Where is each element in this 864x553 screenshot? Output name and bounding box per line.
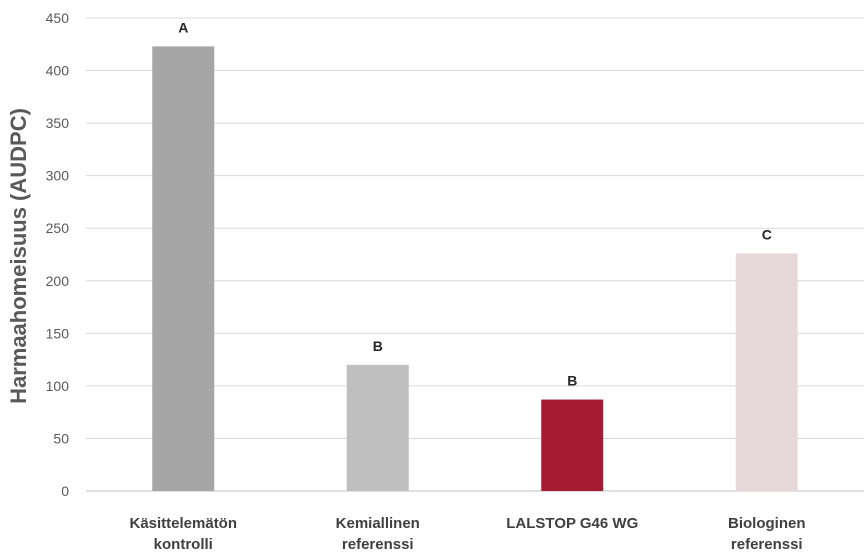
- category-label: Käsittelemätön kontrolli: [129, 515, 237, 553]
- y-axis-label: Harmaahomeisuus (AUDPC): [6, 108, 31, 404]
- data-labels: A B B C: [178, 19, 772, 388]
- y-tick-label: 300: [46, 168, 70, 184]
- data-label: C: [762, 226, 772, 242]
- data-label: B: [373, 338, 383, 354]
- y-tick-label: 0: [61, 483, 69, 499]
- gridlines: [86, 17, 864, 492]
- y-tick-label: 250: [46, 220, 70, 236]
- y-tick-label: 400: [46, 63, 70, 79]
- bar: [346, 364, 409, 491]
- y-tick-label: 450: [46, 10, 70, 26]
- category-label: Biologinen referenssi: [728, 515, 806, 553]
- bar: [735, 253, 798, 491]
- y-tick-label: 150: [46, 325, 70, 341]
- y-tick-label: 200: [46, 273, 70, 289]
- bars: [152, 46, 798, 491]
- y-tick-label: 100: [46, 378, 70, 394]
- data-label: B: [567, 373, 577, 389]
- category-label: Kemiallinen referenssi: [336, 515, 420, 553]
- bar: [541, 399, 604, 491]
- category-label: LALSTOP G46 WG: [506, 515, 638, 532]
- bar: [152, 46, 215, 491]
- y-tick-label: 50: [53, 430, 69, 446]
- data-label: A: [178, 19, 188, 35]
- y-tick-label: 350: [46, 115, 70, 131]
- y-axis-ticks: 0 50 100 150 200 250 300 350 400 450: [46, 10, 70, 499]
- x-axis-categories: Käsittelemätön kontrolli Kemiallinen refere…: [129, 515, 805, 553]
